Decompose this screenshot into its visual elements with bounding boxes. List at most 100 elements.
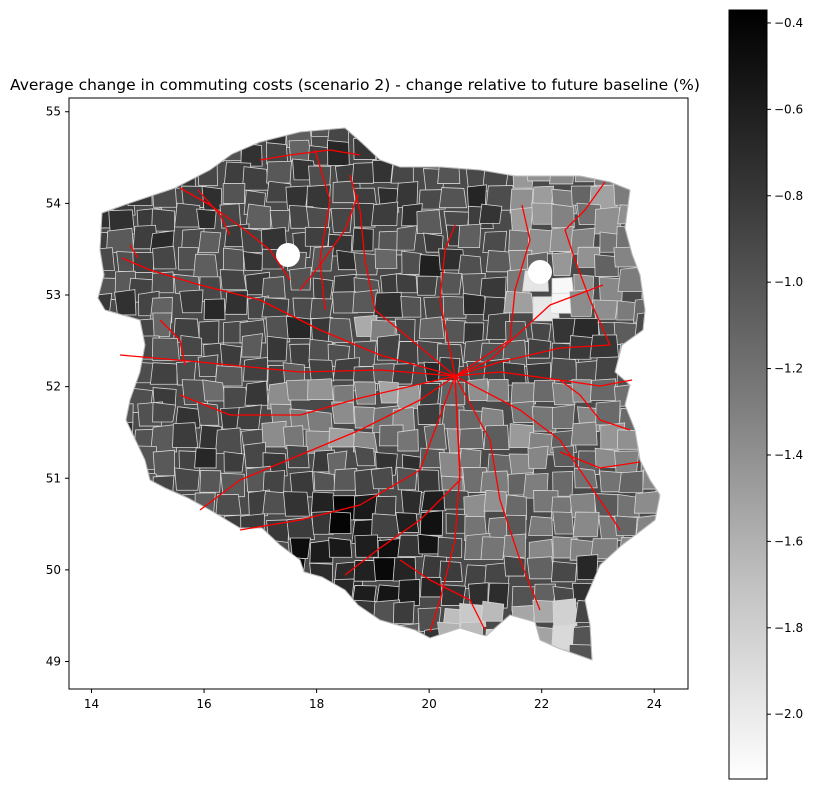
colorbar: −0.4 −0.6 −0.8 −1.0 −1.2 −1.4 −1.6 −1.8 −2.0 [728, 9, 803, 780]
county-region [552, 511, 575, 535]
county-region [286, 379, 311, 401]
county-region [353, 560, 378, 582]
rail-line [299, 194, 359, 291]
county-region [417, 469, 440, 493]
x-tick-label: 16 [196, 697, 211, 711]
county-region [152, 449, 175, 477]
county-region [289, 537, 311, 559]
county-region [223, 451, 245, 473]
county-region [328, 511, 352, 534]
county-region [215, 494, 242, 516]
county-region [397, 579, 421, 606]
rail-line [179, 187, 291, 281]
rail-line [239, 375, 456, 531]
rail-line [439, 224, 456, 377]
county-region [311, 510, 334, 535]
y-tick-label: 49 [46, 655, 61, 669]
county-region [457, 223, 482, 249]
county-region [224, 290, 248, 315]
county-region [551, 203, 575, 229]
county-region [396, 466, 418, 491]
county-region [265, 315, 291, 343]
county-region [149, 362, 178, 385]
county-region [151, 271, 175, 294]
y-tick-label: 50 [46, 563, 61, 577]
county-region [245, 203, 271, 229]
county-region [289, 343, 310, 369]
county-region [328, 537, 353, 558]
county-region [266, 335, 288, 362]
county-region [400, 295, 422, 318]
county-region [551, 251, 573, 276]
county-region [478, 203, 503, 224]
county-region [527, 338, 552, 359]
county-region [532, 379, 556, 402]
rail-line [399, 559, 486, 631]
county-region [392, 557, 417, 582]
county-region [396, 341, 421, 367]
county-region [197, 354, 219, 378]
x-tick-label: 18 [309, 697, 324, 711]
county-region [393, 600, 415, 625]
county-region [222, 183, 246, 204]
county-region [462, 292, 487, 316]
county-region [593, 299, 618, 320]
rail-line [314, 149, 331, 311]
x-tick-label: 22 [534, 697, 549, 711]
county-region [286, 516, 316, 540]
y-axis: 49 50 51 52 53 54 55 [46, 105, 69, 669]
county-region [416, 275, 438, 296]
county-region [197, 231, 222, 254]
county-region [309, 298, 334, 319]
county-region [510, 206, 534, 233]
county-region [152, 245, 177, 270]
county-region [332, 180, 356, 204]
county-region [418, 316, 445, 339]
county-region [502, 533, 526, 558]
county-region [307, 378, 334, 401]
county-region [289, 266, 312, 291]
county-region [374, 248, 398, 269]
rail-line [454, 344, 611, 377]
x-axis: 14 16 18 20 22 24 [84, 689, 662, 711]
county-region [241, 166, 270, 191]
county-region [485, 250, 512, 273]
county-region [309, 539, 334, 564]
county-region [180, 335, 203, 357]
county-region [174, 467, 201, 491]
colorbar-tick-label: −0.4 [774, 16, 803, 30]
county-region [467, 378, 490, 401]
county-region [417, 403, 441, 425]
region-gap [276, 243, 300, 267]
rail-line [259, 149, 361, 161]
county-region [371, 513, 400, 538]
rail-line [179, 375, 456, 416]
county-region [416, 209, 443, 235]
county-region [194, 447, 217, 469]
county-region [241, 333, 263, 358]
county-region [594, 254, 619, 277]
county-region [576, 554, 599, 581]
x-tick-label: 20 [422, 697, 437, 711]
county-region [549, 225, 574, 252]
county-region [505, 321, 529, 342]
country-border [97, 127, 661, 661]
colorbar-gradient [728, 9, 768, 780]
county-region [504, 494, 527, 521]
county-region [572, 511, 600, 538]
county-region [214, 365, 243, 387]
county-region [552, 445, 575, 467]
county-region [437, 536, 463, 558]
county-region [550, 561, 578, 583]
county-region [333, 467, 358, 491]
county-region [458, 448, 482, 468]
county-region [308, 359, 335, 382]
colorbar-tick-label: −1.8 [774, 621, 803, 635]
rail-line [454, 204, 531, 377]
county-region [480, 536, 506, 561]
x-tick-label: 14 [84, 697, 99, 711]
county-region [595, 400, 621, 426]
county-region [570, 421, 598, 446]
rail-line [199, 375, 456, 511]
